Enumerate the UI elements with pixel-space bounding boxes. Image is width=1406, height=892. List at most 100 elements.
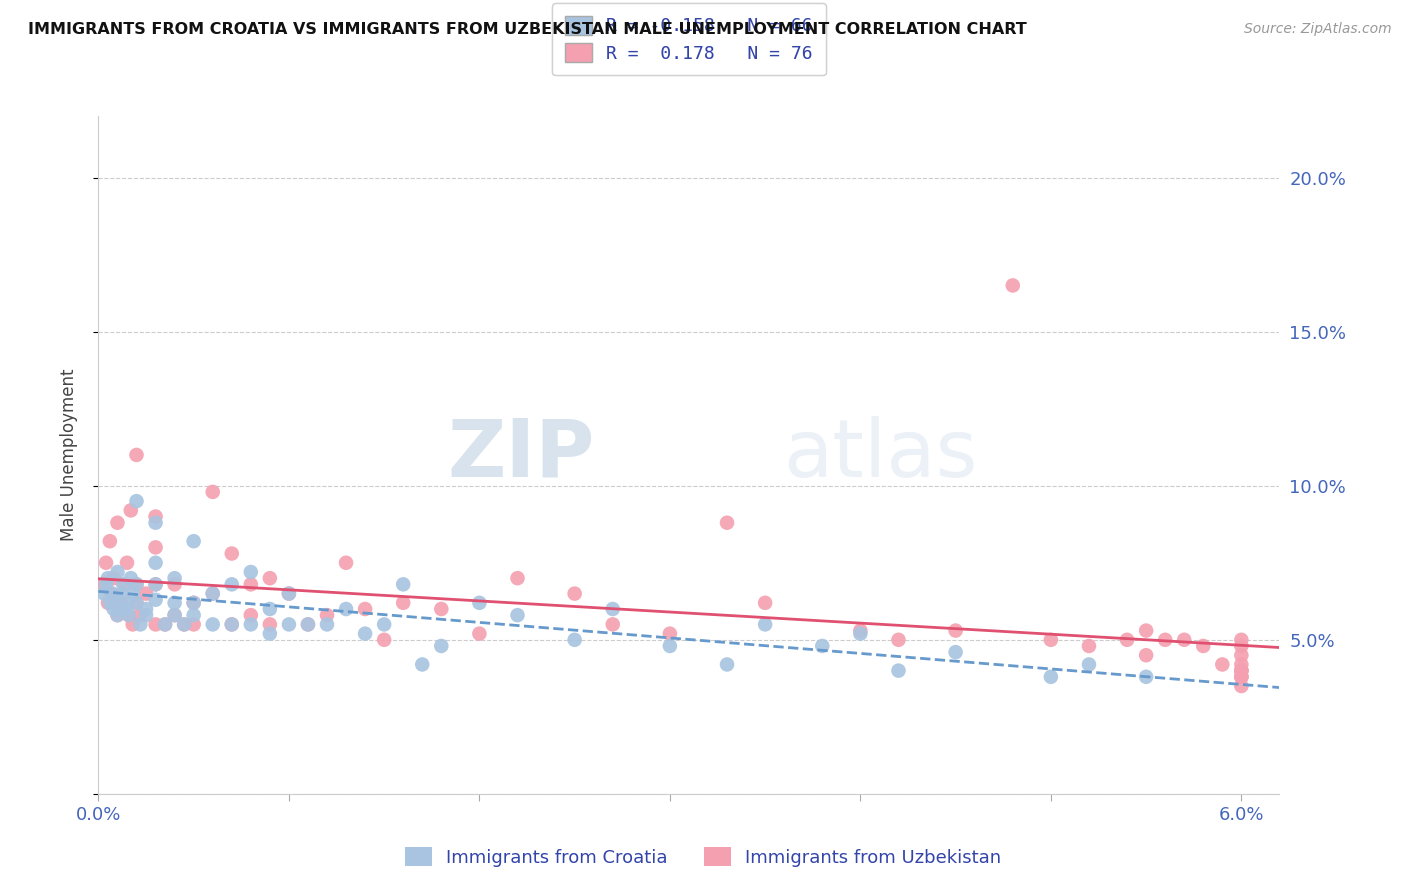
Point: [316, 617, 339, 632]
Point: [239, 617, 262, 632]
Point: [221, 617, 243, 632]
Point: [316, 608, 339, 623]
Point: [183, 534, 205, 549]
Point: [173, 617, 195, 632]
Point: [201, 586, 224, 600]
Point: [1001, 278, 1024, 293]
Point: [183, 608, 205, 623]
Point: [145, 541, 167, 555]
Point: [93, 577, 115, 591]
Point: [1230, 664, 1253, 678]
Point: [392, 577, 415, 591]
Point: [1230, 670, 1253, 684]
Point: [259, 626, 281, 640]
Point: [564, 586, 586, 600]
Point: [114, 602, 136, 616]
Text: ZIP: ZIP: [447, 416, 595, 494]
Point: [201, 617, 224, 632]
Point: [564, 632, 586, 647]
Point: [110, 586, 132, 600]
Point: [201, 586, 224, 600]
Point: [135, 586, 157, 600]
Point: [121, 586, 143, 600]
Point: [411, 657, 433, 672]
Point: [811, 639, 834, 653]
Point: [221, 547, 243, 561]
Point: [110, 596, 132, 610]
Point: [145, 592, 167, 607]
Point: [658, 626, 681, 640]
Point: [173, 617, 195, 632]
Point: [135, 602, 157, 616]
Text: atlas: atlas: [783, 416, 977, 494]
Point: [118, 608, 141, 623]
Point: [107, 565, 129, 579]
Point: [114, 577, 136, 591]
Point: [135, 608, 157, 623]
Point: [239, 577, 262, 591]
Point: [1078, 657, 1101, 672]
Point: [277, 586, 299, 600]
Point: [506, 608, 529, 623]
Point: [1230, 664, 1253, 678]
Point: [125, 577, 148, 591]
Point: [94, 577, 117, 591]
Point: [94, 556, 117, 570]
Point: [277, 617, 299, 632]
Point: [121, 617, 143, 632]
Point: [887, 632, 910, 647]
Point: [430, 639, 453, 653]
Point: [129, 617, 152, 632]
Point: [945, 645, 967, 659]
Point: [163, 571, 186, 585]
Point: [259, 617, 281, 632]
Point: [125, 596, 148, 610]
Point: [1230, 670, 1253, 684]
Point: [103, 602, 125, 616]
Point: [506, 571, 529, 585]
Point: [1230, 648, 1253, 663]
Point: [1192, 639, 1215, 653]
Point: [107, 516, 129, 530]
Point: [97, 596, 120, 610]
Point: [120, 571, 142, 585]
Point: [297, 617, 319, 632]
Point: [98, 596, 121, 610]
Point: [125, 448, 148, 462]
Point: [1230, 679, 1253, 693]
Point: [120, 503, 142, 517]
Point: [1135, 670, 1157, 684]
Point: [335, 602, 357, 616]
Point: [163, 596, 186, 610]
Point: [887, 664, 910, 678]
Point: [1039, 670, 1062, 684]
Point: [1230, 632, 1253, 647]
Point: [1230, 670, 1253, 684]
Point: [129, 608, 152, 623]
Point: [849, 626, 872, 640]
Point: [945, 624, 967, 638]
Point: [145, 556, 167, 570]
Point: [468, 596, 491, 610]
Point: [112, 577, 135, 591]
Point: [1173, 632, 1195, 647]
Point: [259, 602, 281, 616]
Point: [1078, 639, 1101, 653]
Point: [145, 577, 167, 591]
Point: [115, 596, 138, 610]
Point: [259, 571, 281, 585]
Point: [277, 586, 299, 600]
Point: [153, 617, 176, 632]
Point: [1039, 632, 1062, 647]
Legend: R = -0.158   N = 66, R =  0.178   N = 76: R = -0.158 N = 66, R = 0.178 N = 76: [553, 3, 825, 75]
Point: [239, 565, 262, 579]
Point: [163, 608, 186, 623]
Point: [1211, 657, 1233, 672]
Point: [354, 602, 377, 616]
Point: [658, 639, 681, 653]
Point: [221, 577, 243, 591]
Point: [1154, 632, 1177, 647]
Point: [392, 596, 415, 610]
Point: [163, 577, 186, 591]
Point: [145, 617, 167, 632]
